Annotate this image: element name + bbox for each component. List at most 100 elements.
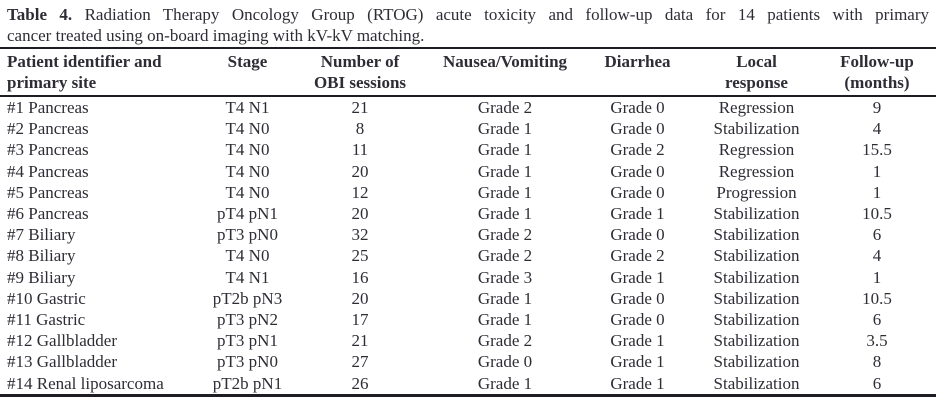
cell-stage: pT3 pN2 bbox=[217, 310, 278, 330]
cell-followup: 6 bbox=[872, 225, 882, 245]
cell-stage: T4 N0 bbox=[225, 161, 270, 181]
cell-obi: 21 bbox=[351, 331, 369, 351]
cell-stage: T4 N0 bbox=[225, 246, 270, 266]
table-row: #3 Pancreas T4 N0 11 Grade 1 Grade 2 Regressi… bbox=[0, 139, 936, 160]
cell-obi: 20 bbox=[351, 288, 369, 308]
cell-obi: 20 bbox=[351, 161, 369, 181]
cell-nausea: Grade 2 bbox=[477, 331, 533, 351]
cell-nausea: Grade 1 bbox=[477, 204, 533, 224]
cell-obi: 26 bbox=[351, 373, 369, 393]
cell-obi: 20 bbox=[351, 204, 369, 224]
cell-local: Regression bbox=[718, 98, 795, 117]
cell-patient: #7 Biliary bbox=[7, 225, 76, 245]
cell-followup: 4 bbox=[872, 246, 882, 266]
cell-local: Stabilization bbox=[713, 352, 800, 372]
cell-local: Progression bbox=[716, 182, 797, 202]
caption-line-1: Table 4. Radiation Therapy Oncology Grou… bbox=[7, 4, 929, 25]
column-header-obi: Number of OBI sessions bbox=[290, 49, 430, 97]
cell-stage: pT2b pN3 bbox=[212, 288, 283, 308]
cell-local: Stabilization bbox=[713, 310, 800, 330]
cell-patient: #4 Pancreas bbox=[7, 161, 89, 181]
cell-diarrhea: Grade 0 bbox=[610, 288, 665, 308]
cell-local: Stabilization bbox=[713, 373, 800, 393]
caption-label: Table 4. bbox=[7, 5, 73, 24]
table-row: #7 Biliary pT3 pN0 32 Grade 2 Grade 0 Stabili… bbox=[0, 224, 936, 245]
table-row: #14 Renal liposarcoma pT2b pN1 26 Grade 1 Gr… bbox=[0, 373, 936, 396]
cell-stage: pT3 pN0 bbox=[217, 225, 278, 245]
cell-diarrhea: Grade 1 bbox=[610, 267, 665, 287]
cell-local: Stabilization bbox=[713, 288, 800, 308]
cell-patient: #6 Pancreas bbox=[7, 204, 89, 224]
cell-diarrhea: Grade 2 bbox=[610, 140, 665, 160]
cell-nausea: Grade 2 bbox=[477, 225, 533, 245]
cell-obi: 17 bbox=[351, 310, 369, 330]
cell-nausea: Grade 1 bbox=[477, 288, 533, 308]
cell-patient: #5 Pancreas bbox=[7, 182, 89, 202]
cell-patient: #9 Biliary bbox=[7, 267, 76, 287]
cell-obi: 12 bbox=[351, 182, 369, 202]
cell-diarrhea: Grade 1 bbox=[610, 204, 665, 224]
cell-stage: pT3 pN1 bbox=[217, 331, 278, 351]
cell-patient: #11 Gastric bbox=[7, 310, 86, 330]
cell-followup: 1 bbox=[872, 161, 882, 181]
table-row: #1 Pancreas T4 N1 21 Grade 2 Grade 0 Regressi… bbox=[0, 96, 936, 118]
cell-nausea: Grade 1 bbox=[477, 182, 533, 202]
cell-diarrhea: Grade 0 bbox=[610, 161, 665, 181]
table-row: #13 Gallbladder pT3 pN0 27 Grade 0 Grade 1 St… bbox=[0, 351, 936, 372]
cell-local: Stabilization bbox=[713, 246, 800, 266]
cell-nausea: Grade 2 bbox=[477, 98, 533, 117]
cell-patient: #12 Gallbladder bbox=[7, 331, 117, 351]
table-row: #11 Gastric pT3 pN2 17 Grade 1 Grade 0 Stabil… bbox=[0, 309, 936, 330]
cell-obi: 8 bbox=[355, 119, 365, 139]
patient-data-table: Patient identifier and primary site Stage… bbox=[0, 49, 936, 397]
cell-patient: #14 Renal liposarcoma bbox=[7, 373, 164, 393]
cell-stage: pT3 pN0 bbox=[217, 352, 278, 372]
cell-followup: 6 bbox=[872, 310, 882, 330]
column-header-local: Local response bbox=[695, 49, 818, 97]
cell-followup: 10.5 bbox=[862, 204, 892, 224]
table-row: #12 Gallbladder pT3 pN1 21 Grade 2 Grade 1 St… bbox=[0, 330, 936, 351]
cell-nausea: Grade 0 bbox=[477, 352, 533, 372]
cell-nausea: Grade 1 bbox=[477, 119, 533, 139]
cell-followup: 1 bbox=[872, 267, 882, 287]
cell-local: Stabilization bbox=[713, 204, 800, 224]
cell-followup: 8 bbox=[872, 352, 882, 372]
cell-followup: 10.5 bbox=[862, 288, 892, 308]
cell-diarrhea: Grade 2 bbox=[610, 246, 665, 266]
cell-followup: 9 bbox=[872, 98, 882, 117]
cell-obi: 21 bbox=[351, 98, 369, 117]
column-header-patient: Patient identifier and primary site bbox=[0, 49, 205, 97]
cell-followup: 4 bbox=[872, 119, 882, 139]
cell-local: Regression bbox=[718, 161, 795, 181]
cell-patient: #10 Gastric bbox=[7, 288, 86, 308]
header-row: Patient identifier and primary site Stage… bbox=[0, 49, 936, 97]
cell-diarrhea: Grade 1 bbox=[610, 352, 665, 372]
cell-stage: T4 N1 bbox=[225, 267, 270, 287]
table-row: #4 Pancreas T4 N0 20 Grade 1 Grade 0 Regressi… bbox=[0, 161, 936, 182]
cell-obi: 27 bbox=[351, 352, 369, 372]
cell-local: Stabilization bbox=[713, 225, 800, 245]
cell-patient: #8 Biliary bbox=[7, 246, 76, 266]
column-header-diarrhea: Diarrhea bbox=[580, 49, 695, 97]
table-body: #1 Pancreas T4 N1 21 Grade 2 Grade 0 Regressi… bbox=[0, 96, 936, 395]
table-row: #9 Biliary T4 N1 16 Grade 3 Grade 1 Stabiliza… bbox=[0, 267, 936, 288]
cell-diarrhea: Grade 1 bbox=[610, 373, 665, 393]
cell-followup: 6 bbox=[872, 373, 882, 393]
cell-diarrhea: Grade 0 bbox=[610, 310, 665, 330]
cell-stage: pT2b pN1 bbox=[212, 373, 283, 393]
cell-diarrhea: Grade 0 bbox=[610, 119, 665, 139]
cell-patient: #13 Gallbladder bbox=[7, 352, 117, 372]
cell-diarrhea: Grade 0 bbox=[610, 225, 665, 245]
cell-local: Stabilization bbox=[713, 119, 800, 139]
cell-local: Stabilization bbox=[713, 331, 800, 351]
cell-nausea: Grade 1 bbox=[477, 373, 533, 393]
cell-diarrhea: Grade 0 bbox=[610, 98, 665, 117]
cell-patient: #1 Pancreas bbox=[7, 98, 89, 117]
cell-stage: T4 N1 bbox=[225, 98, 270, 117]
cell-obi: 25 bbox=[351, 246, 369, 266]
table-row: #6 Pancreas pT4 pN1 20 Grade 1 Grade 1 Stabil… bbox=[0, 203, 936, 224]
cell-nausea: Grade 1 bbox=[477, 161, 533, 181]
caption-text-line2: cancer treated using on-board imaging wi… bbox=[7, 26, 425, 45]
cell-patient: #2 Pancreas bbox=[7, 119, 89, 139]
table-row: #5 Pancreas T4 N0 12 Grade 1 Grade 0 Progress… bbox=[0, 182, 936, 203]
